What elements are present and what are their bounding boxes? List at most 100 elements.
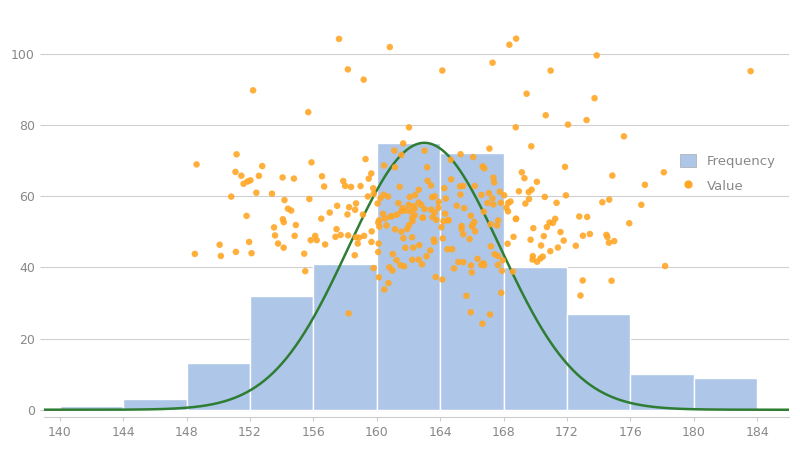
- Point: [315, 215, 328, 222]
- Point: [394, 183, 406, 190]
- Point: [268, 224, 281, 231]
- Point: [483, 145, 496, 152]
- Point: [658, 262, 671, 270]
- Point: [190, 161, 203, 168]
- Point: [358, 232, 370, 239]
- Point: [378, 191, 390, 198]
- Point: [189, 250, 202, 257]
- Point: [272, 240, 285, 247]
- Point: [526, 186, 538, 193]
- Point: [333, 35, 346, 42]
- Point: [504, 198, 517, 205]
- Point: [383, 44, 396, 51]
- Point: [367, 184, 380, 192]
- Point: [241, 178, 254, 185]
- Point: [372, 219, 385, 226]
- Point: [362, 193, 374, 200]
- Point: [488, 179, 501, 186]
- Point: [464, 309, 477, 316]
- Point: [305, 159, 318, 166]
- Point: [341, 211, 354, 218]
- Bar: [314, 264, 377, 410]
- Point: [538, 233, 550, 240]
- Point: [484, 311, 497, 318]
- Point: [377, 210, 390, 217]
- Point: [503, 41, 516, 48]
- Bar: [567, 314, 630, 410]
- Point: [478, 262, 490, 269]
- Point: [522, 195, 535, 203]
- Point: [543, 219, 556, 226]
- Point: [390, 211, 403, 218]
- Point: [373, 274, 386, 281]
- Point: [496, 267, 509, 274]
- Point: [436, 235, 449, 242]
- Point: [342, 203, 355, 211]
- Point: [478, 165, 490, 172]
- Point: [365, 170, 378, 177]
- Point: [389, 226, 402, 233]
- Point: [354, 182, 367, 189]
- Point: [342, 310, 355, 317]
- Point: [287, 175, 300, 182]
- Point: [397, 140, 410, 147]
- Bar: [250, 296, 314, 410]
- Point: [539, 112, 552, 119]
- Point: [534, 255, 547, 262]
- Point: [454, 191, 467, 198]
- Point: [574, 292, 587, 299]
- Point: [380, 222, 393, 229]
- Point: [418, 147, 431, 154]
- Bar: [504, 267, 567, 410]
- Point: [245, 250, 258, 257]
- Point: [492, 217, 505, 224]
- Point: [367, 265, 380, 272]
- Point: [487, 201, 500, 208]
- Point: [438, 210, 451, 217]
- Point: [469, 228, 482, 235]
- Point: [407, 202, 420, 210]
- Point: [458, 205, 470, 212]
- Point: [510, 35, 522, 42]
- Point: [253, 172, 266, 180]
- Point: [278, 244, 290, 251]
- Point: [214, 252, 227, 260]
- Point: [351, 240, 364, 247]
- Point: [544, 67, 557, 74]
- Legend: Frequency, Value: Frequency, Value: [674, 147, 782, 199]
- Point: [422, 177, 434, 184]
- Point: [580, 117, 593, 124]
- Point: [421, 164, 434, 171]
- Point: [510, 124, 522, 131]
- Point: [554, 229, 567, 236]
- Point: [426, 214, 439, 221]
- Point: [420, 253, 433, 260]
- Point: [394, 261, 407, 269]
- Point: [388, 147, 401, 154]
- Point: [408, 212, 421, 219]
- Point: [374, 194, 387, 202]
- Point: [506, 268, 519, 275]
- Point: [338, 182, 351, 189]
- Point: [430, 216, 442, 223]
- Point: [507, 233, 520, 240]
- Point: [395, 207, 408, 215]
- Point: [256, 162, 269, 170]
- Point: [496, 256, 509, 264]
- Point: [372, 240, 385, 247]
- Point: [395, 228, 408, 235]
- Point: [510, 215, 522, 222]
- Point: [550, 199, 563, 207]
- Point: [403, 194, 416, 201]
- Point: [299, 268, 312, 275]
- Point: [348, 252, 361, 259]
- Point: [559, 192, 572, 199]
- Point: [424, 247, 437, 254]
- Point: [600, 231, 613, 239]
- Point: [237, 180, 250, 187]
- Point: [541, 223, 554, 230]
- Point: [412, 256, 425, 263]
- Point: [450, 202, 463, 209]
- Bar: [186, 364, 250, 410]
- Point: [371, 200, 384, 207]
